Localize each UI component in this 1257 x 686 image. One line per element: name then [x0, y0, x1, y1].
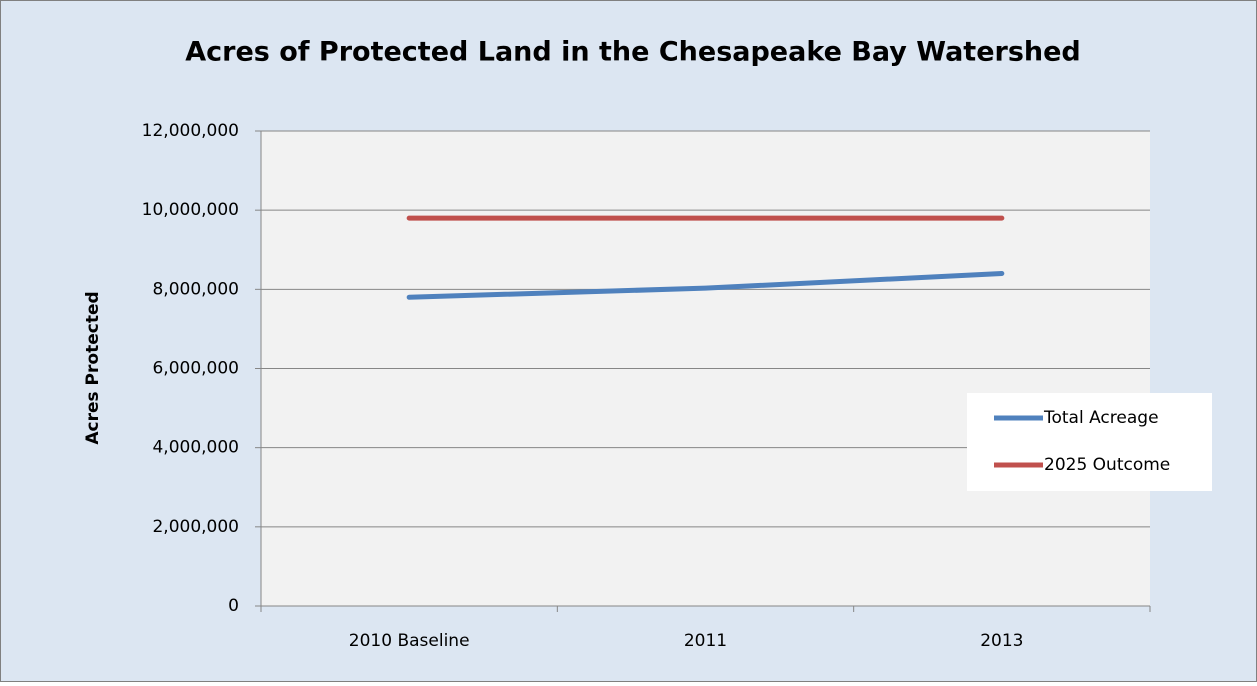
- y-axis-label: Acres Protected: [83, 291, 103, 444]
- chart-title: Acres of Protected Land in the Chesapeak…: [185, 37, 1081, 68]
- y-tick-label: 6,000,000: [152, 359, 239, 379]
- y-tick-label: 10,000,000: [142, 200, 239, 220]
- y-tick-label: 8,000,000: [152, 279, 239, 299]
- y-tick-label: 2,000,000: [152, 517, 239, 537]
- series-line: [406, 271, 1005, 300]
- y-tick-label: 12,000,000: [142, 121, 239, 141]
- legend-label: Total Acreage: [1043, 408, 1159, 428]
- legend-label: 2025 Outcome: [1044, 455, 1170, 475]
- y-tick-label: 0: [228, 596, 239, 616]
- y-tick-label: 4,000,000: [152, 438, 239, 458]
- x-tick-label: 2010 Baseline: [349, 631, 470, 651]
- x-tick-label: 2011: [684, 631, 727, 651]
- x-tick-label: 2013: [980, 631, 1023, 651]
- legend-box: [967, 393, 1212, 491]
